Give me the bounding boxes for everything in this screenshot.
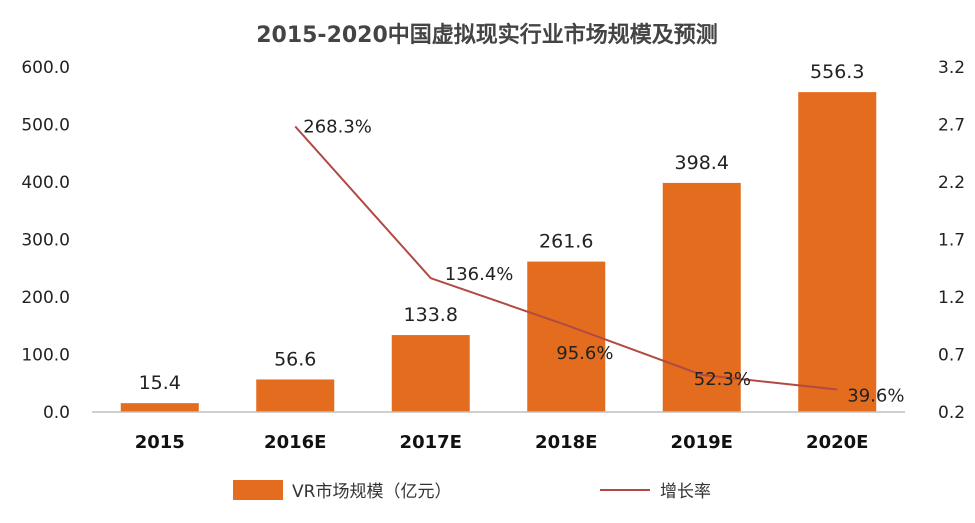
- legend-bar-label: VR市场规模（亿元）: [292, 482, 451, 502]
- right-tick-label: 0.7: [938, 346, 965, 366]
- legend-line-label: 增长率: [660, 482, 711, 502]
- bar-value-label: 261.6: [539, 231, 593, 253]
- left-tick-label: 600.0: [21, 58, 70, 78]
- chart-title: 2015-2020中国虚拟现实行业市场规模及预测: [256, 22, 718, 48]
- right-tick-label: 1.7: [938, 231, 965, 251]
- line-series: [294, 125, 838, 391]
- legend: VR市场规模（亿元） 增长率: [233, 480, 711, 502]
- category-label: 2017E: [400, 432, 462, 453]
- bar-series: [120, 92, 877, 412]
- bar-value-label: 56.6: [274, 348, 316, 370]
- bar: [527, 261, 606, 412]
- left-tick-label: 100.0: [21, 346, 70, 366]
- category-label: 2015: [135, 432, 185, 453]
- category-label: 2020E: [806, 432, 868, 453]
- left-tick-label: 500.0: [21, 116, 70, 136]
- bar: [391, 335, 470, 412]
- line-value-label: 95.6%: [556, 343, 613, 364]
- bar-value-label: 15.4: [139, 372, 181, 394]
- left-tick-label: 0.0: [43, 403, 70, 423]
- bar-value-label: 556.3: [810, 61, 864, 83]
- bar-value-label: 133.8: [404, 304, 458, 326]
- right-tick-label: 1.2: [938, 288, 965, 308]
- category-label: 2018E: [535, 432, 597, 453]
- bar: [798, 92, 877, 412]
- growth-rate-line: [294, 125, 838, 391]
- bar-data-labels: 15.4 56.6 133.8 261.6 398.4 556.3: [139, 61, 865, 394]
- left-tick-label: 300.0: [21, 231, 70, 251]
- right-tick-label: 2.2: [938, 173, 965, 193]
- bar: [120, 403, 199, 412]
- category-label: 2019E: [671, 432, 733, 453]
- right-tick-label: 0.2: [938, 403, 965, 423]
- category-labels: 2015 2016E 2017E 2018E 2019E 2020E: [135, 432, 869, 453]
- category-label: 2016E: [264, 432, 326, 453]
- right-tick-label: 3.2: [938, 58, 965, 78]
- right-tick-label: 2.7: [938, 116, 965, 136]
- line-value-label: 268.3%: [303, 116, 372, 137]
- right-axis-ticks: 0.2 0.7 1.2 1.7 2.2 2.7 3.2: [938, 58, 965, 423]
- left-tick-label: 400.0: [21, 173, 70, 193]
- left-axis-ticks: 0.0 100.0 200.0 300.0 400.0 500.0 600.0: [21, 58, 70, 423]
- legend-bar-swatch: [233, 480, 283, 500]
- line-value-label: 52.3%: [694, 369, 751, 390]
- line-value-label: 136.4%: [445, 264, 514, 285]
- left-tick-label: 200.0: [21, 288, 70, 308]
- bar-value-label: 398.4: [675, 152, 729, 174]
- line-value-label: 39.6%: [847, 385, 904, 406]
- bar: [256, 379, 335, 412]
- line-data-labels: 268.3% 136.4% 95.6% 52.3% 39.6%: [303, 116, 904, 406]
